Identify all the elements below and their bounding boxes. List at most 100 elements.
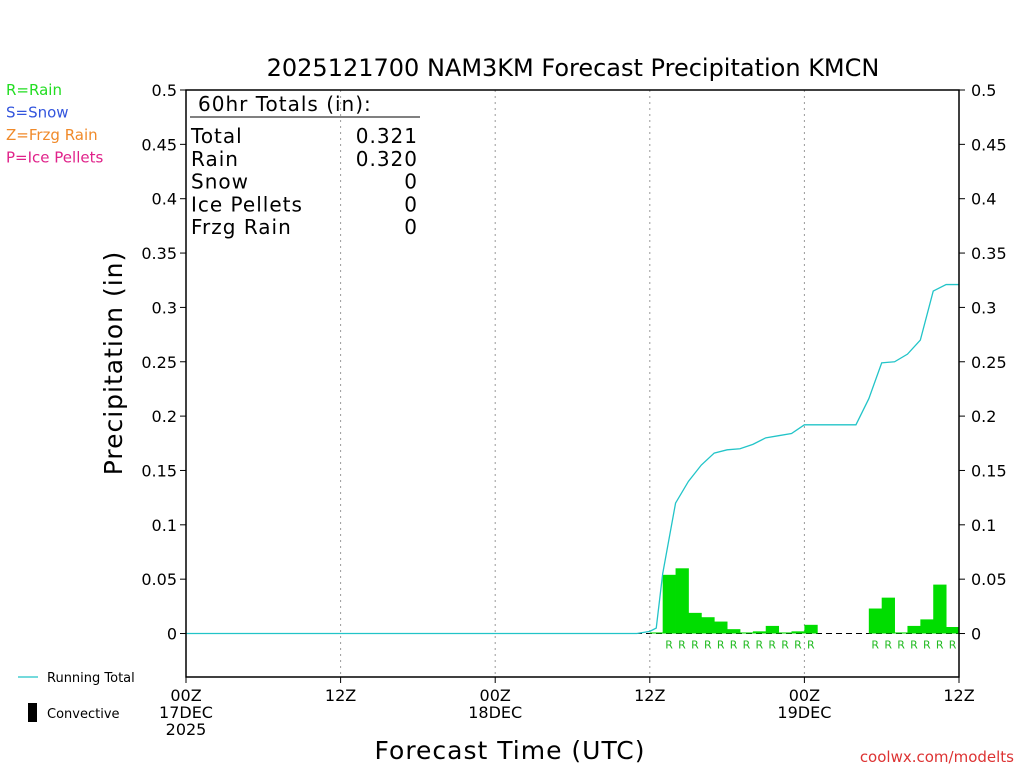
- totals-value: 0: [404, 215, 418, 239]
- running-total-legend-label: Running Total: [47, 671, 135, 686]
- x-tick-label: 00Z: [789, 686, 820, 705]
- precip-bar-16: [907, 625, 921, 634]
- axes-layer: 0 00.05 0.050.1 0.10.15 0.150.2 0.20.25 0.250.…: [141, 81, 1006, 739]
- y-tick-label-right: 0.15: [971, 461, 1007, 480]
- y-tick-label-right: 0.4: [971, 190, 996, 209]
- precip-bar-8: [752, 631, 767, 634]
- precip-bar-9: [765, 625, 780, 634]
- y-tick-label-left: 0.25: [141, 353, 177, 372]
- convective-legend-box: [28, 703, 37, 722]
- y-tick-label-right: 0: [971, 625, 981, 644]
- bar-type-label: R: [884, 639, 892, 652]
- y-tick-label-left: 0.3: [152, 298, 177, 317]
- legend-type-1: S=Snow: [6, 104, 69, 122]
- convective-legend-label: Convective: [47, 707, 120, 722]
- x-tick-label: 2025: [166, 720, 207, 739]
- y-tick-label-left: 0.45: [141, 135, 177, 154]
- precip-bar-5: [714, 621, 728, 634]
- totals-label: Snow: [191, 170, 249, 194]
- y-tick-label-left: 0.35: [141, 244, 177, 263]
- line-layer: [186, 283, 959, 635]
- y-tick-label-left: 0.5: [152, 81, 177, 100]
- y-tick-label-left: 0.1: [152, 516, 177, 535]
- totals-label: Ice Pellets: [191, 192, 303, 216]
- bar-type-label: R: [897, 639, 905, 652]
- bar-type-label: R: [871, 639, 879, 652]
- y-tick-label-right: 0.25: [971, 353, 1007, 372]
- precip-bar-0: [649, 632, 664, 634]
- legend-type-3: P=Ice Pellets: [6, 149, 103, 167]
- precip-bar-19: [946, 626, 960, 634]
- precip-bar-3: [688, 612, 702, 634]
- x-axis-title: Forecast Time (UTC): [375, 736, 646, 765]
- bar-type-label: R: [704, 639, 712, 652]
- x-tick-label: 12Z: [325, 686, 356, 705]
- bar-type-label: R: [665, 639, 673, 652]
- y-tick-label-left: 0: [167, 625, 177, 644]
- grid-layer: [186, 90, 959, 677]
- totals-layer: 60hr Totals (in): Total 0.321 Rain 0.320 Snow…: [190, 92, 420, 239]
- precip-bar-10: [778, 632, 792, 634]
- y-tick-label-left: 0.4: [152, 190, 177, 209]
- y-tick-label-left: 0.2: [152, 407, 177, 426]
- precip-bar-1: [662, 574, 676, 634]
- totals-label: Total: [190, 124, 243, 148]
- precip-bar-7: [739, 632, 754, 634]
- bar-type-label: R: [730, 639, 738, 652]
- y-tick-label-right: 0.05: [971, 570, 1007, 589]
- bar-type-label: R: [743, 639, 751, 652]
- y-tick-label-right: 0.45: [971, 135, 1007, 154]
- precip-bar-13: [868, 608, 883, 634]
- y-tick-label-right: 0.35: [971, 244, 1007, 263]
- bar-type-label: R: [691, 639, 699, 652]
- totals-value: 0: [404, 192, 418, 216]
- precip-bar-14: [881, 597, 895, 634]
- precip-bar-12: [804, 624, 818, 634]
- precip-bar-18: [933, 584, 947, 634]
- credit-text: coolwx.com/modelts: [860, 748, 1014, 766]
- precip-bar-15: [894, 632, 908, 634]
- precip-bar-17: [920, 619, 934, 634]
- x-tick-label: 12Z: [634, 686, 665, 705]
- precip-bar-6: [727, 629, 741, 634]
- totals-value: 0.320: [356, 147, 418, 171]
- precip-bar-11: [791, 631, 805, 634]
- totals-value: 0: [404, 170, 418, 194]
- chart-title: 2025121700 NAM3KM Forecast Precipitation…: [267, 54, 880, 82]
- bar-type-label: R: [910, 639, 918, 652]
- totals-value: 0.321: [356, 124, 418, 148]
- totals-label: Rain: [191, 147, 239, 171]
- x-tick-label: 00Z: [170, 686, 201, 705]
- bar-type-label: R: [936, 639, 944, 652]
- bar-type-label: R: [807, 639, 815, 652]
- x-tick-label: 19DEC: [777, 703, 831, 722]
- plot-frame: [185, 89, 960, 678]
- legend-type-0: R=Rain: [6, 81, 62, 99]
- precip-bar-4: [701, 617, 715, 634]
- legend-type-2: Z=Frzg Rain: [6, 126, 98, 144]
- running-total-line: [186, 283, 959, 635]
- bar-type-label: R: [717, 639, 725, 652]
- x-tick-label: 17DEC: [159, 703, 213, 722]
- bar-type-label: R: [768, 639, 776, 652]
- bar-type-label: R: [678, 639, 686, 652]
- bar-type-label: R: [794, 639, 802, 652]
- bar-type-label: R: [755, 639, 763, 652]
- y-tick-label-left: 0.15: [141, 461, 177, 480]
- y-tick-label-right: 0.5: [971, 81, 996, 100]
- bar-type-label: R: [949, 639, 957, 652]
- bar-type-label: R: [923, 639, 931, 652]
- y-tick-label-right: 0.3: [971, 298, 996, 317]
- y-tick-label-right: 0.1: [971, 516, 996, 535]
- y-tick-label-right: 0.2: [971, 407, 996, 426]
- precip-bar-2: [675, 568, 689, 634]
- y-axis-title: Precipitation (in): [99, 251, 128, 476]
- x-tick-label: 18DEC: [468, 703, 522, 722]
- bar-type-label: R: [781, 639, 789, 652]
- totals-label: Frzg Rain: [191, 215, 292, 239]
- legend-layer: R=Rain S=Snow Z=Frzg Rain P=Ice Pellets Runn…: [6, 81, 135, 722]
- y-tick-label-left: 0.05: [141, 570, 177, 589]
- x-tick-label: 12Z: [943, 686, 974, 705]
